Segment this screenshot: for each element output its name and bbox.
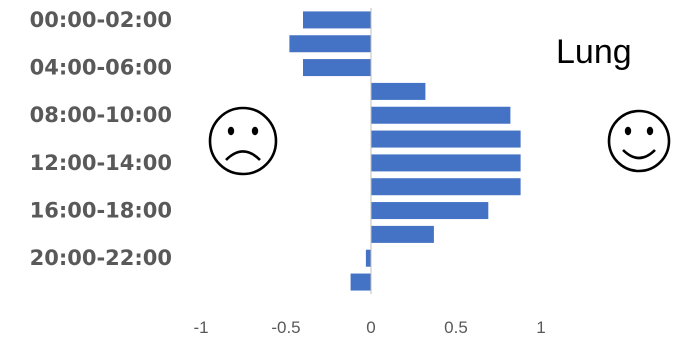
sad-face-icon bbox=[208, 106, 278, 176]
category-labels: 00:00-02:00 04:00-06:00 08:00-10:00 12:00-1… bbox=[30, 8, 172, 270]
category-label: 20:00-22:00 bbox=[30, 246, 172, 270]
x-tick-label: -1 bbox=[193, 318, 208, 337]
x-tick-labels: -1 -0.5 0 0.5 1 bbox=[193, 318, 545, 337]
bar-18:00-20:00 bbox=[371, 225, 434, 243]
category-label: 16:00-18:00 bbox=[30, 199, 172, 223]
bar-group bbox=[289, 11, 521, 291]
bar-10:00-12:00 bbox=[371, 130, 521, 148]
smiley-face-icon bbox=[607, 109, 671, 173]
bar-12:00-14:00 bbox=[371, 154, 521, 172]
bar-16:00-18:00 bbox=[371, 202, 489, 220]
bar-22:00-24:00 bbox=[350, 273, 371, 291]
bar-00:00-02:00 bbox=[303, 11, 371, 29]
bar-08:00-10:00 bbox=[371, 106, 511, 124]
category-label: 04:00-06:00 bbox=[30, 56, 172, 80]
x-tick-label: 0 bbox=[366, 318, 375, 337]
x-tick-label: -0.5 bbox=[271, 318, 300, 337]
bar-14:00-16:00 bbox=[371, 178, 521, 196]
bar-02:00-04:00 bbox=[289, 35, 371, 53]
bar-20:00-22:00 bbox=[365, 249, 371, 267]
x-tick-label: 0.5 bbox=[444, 318, 468, 337]
category-label: 12:00-14:00 bbox=[30, 151, 172, 175]
bar-04:00-06:00 bbox=[303, 59, 371, 77]
category-label: 00:00-02:00 bbox=[30, 8, 172, 32]
category-label: 08:00-10:00 bbox=[30, 103, 172, 127]
chart-annotation: Lung bbox=[556, 33, 632, 71]
bar-06:00-08:00 bbox=[371, 82, 426, 100]
x-tick-label: 1 bbox=[536, 318, 545, 337]
